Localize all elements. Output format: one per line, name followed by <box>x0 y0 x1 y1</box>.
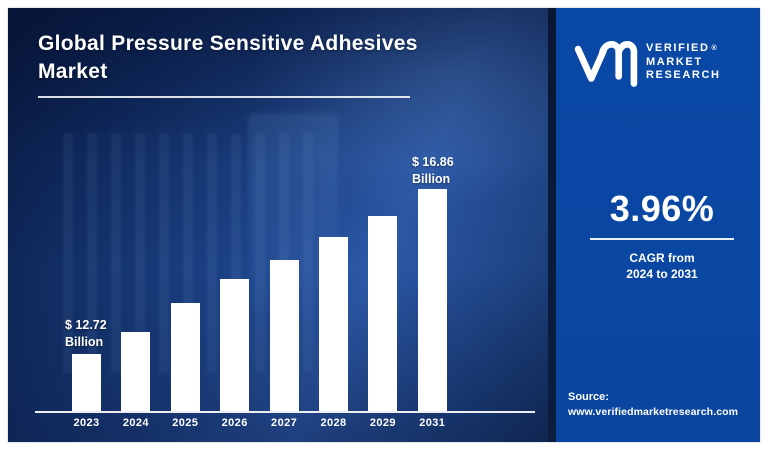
cagr-caption-line2: 2024 to 2031 <box>626 267 698 281</box>
bar-2031 <box>417 189 447 411</box>
x-axis-label-2031: 2031 <box>419 417 446 429</box>
vmr-monogram-icon <box>574 41 638 87</box>
data-label-2031-value: $ 16.86 <box>412 155 454 169</box>
chart-panel: Global Pressure Sensitive Adhesives Mark… <box>8 8 548 442</box>
bar-2023 <box>72 354 101 411</box>
source-url: www.verifiedmarketresearch.com <box>568 406 739 418</box>
title-underline <box>38 96 410 98</box>
x-axis-label-2024: 2024 <box>122 417 149 429</box>
stat-panel: VERIFIED ® MARKET RESEARCH 3.96% CAGR fro… <box>556 8 760 442</box>
panel-separator <box>548 8 556 442</box>
registered-trademark-symbol: ® <box>711 45 717 52</box>
bar-chart: 2023 2024 2025 2026 2027 2028 2029 2031 $ 12.72… <box>8 8 548 442</box>
source-block: Source: www.verifiedmarketresearch.com <box>568 390 760 420</box>
source-label: Source: <box>568 391 609 403</box>
data-label-2023-unit: Billion <box>65 335 104 349</box>
cagr-caption: CAGR from 2024 to 2031 <box>572 250 752 282</box>
cagr-stat: 3.96% CAGR from 2024 to 2031 <box>572 188 752 282</box>
data-label-2031-unit: Billion <box>412 172 451 186</box>
data-label-2023-value: $ 12.72 <box>65 318 107 332</box>
x-axis-label-2029: 2029 <box>369 417 396 429</box>
x-axis-label-2026: 2026 <box>221 417 248 429</box>
poster: Global Pressure Sensitive Adhesives Mark… <box>8 8 760 442</box>
wordmark-research: RESEARCH <box>646 69 721 81</box>
bar-2024 <box>121 332 151 411</box>
bar-2028 <box>319 236 348 411</box>
wordmark-verified: VERIFIED <box>646 42 710 54</box>
bar-2025 <box>170 302 200 411</box>
wordmark-market: MARKET <box>646 55 703 68</box>
chart-title-line1: Global Pressure Sensitive Adhesives <box>38 32 418 55</box>
data-label-2023: $ 12.72 Billion <box>65 317 107 351</box>
x-axis-label-2028: 2028 <box>320 417 347 429</box>
bar-2027 <box>269 259 299 411</box>
cagr-caption-line1: CAGR from <box>629 251 695 265</box>
chart-title: Global Pressure Sensitive Adhesives Mark… <box>38 30 478 86</box>
chart-title-line2: Market <box>38 60 108 83</box>
bar-2026 <box>220 279 250 411</box>
vmr-logo: VERIFIED ® MARKET RESEARCH <box>574 36 721 88</box>
vmr-wordmark: VERIFIED ® MARKET RESEARCH <box>646 42 721 83</box>
x-axis-label-2027: 2027 <box>271 417 298 429</box>
data-label-2031: $ 16.86 Billion <box>412 154 454 188</box>
bar-2029 <box>368 216 398 411</box>
cagr-underline <box>590 238 734 240</box>
cagr-value: 3.96% <box>609 188 715 229</box>
x-axis-label-2025: 2025 <box>172 417 199 429</box>
x-axis-line <box>35 411 535 413</box>
x-axis-label-2023: 2023 <box>73 417 100 429</box>
